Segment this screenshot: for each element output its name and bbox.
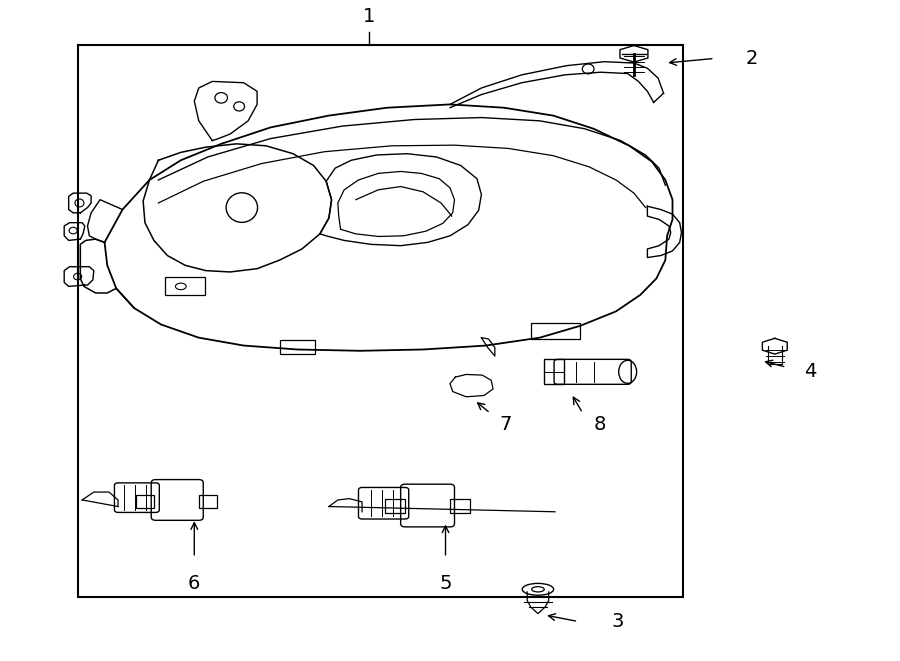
Bar (531, 323, 580, 339)
Text: 3: 3 (611, 612, 624, 631)
Bar (165, 276, 205, 295)
Bar (199, 495, 217, 508)
Bar (136, 495, 154, 508)
Text: 1: 1 (363, 7, 375, 26)
Bar (77, 46, 683, 597)
Bar (544, 359, 564, 383)
Bar (280, 340, 315, 354)
Text: 2: 2 (746, 49, 759, 68)
Text: 6: 6 (188, 574, 201, 593)
Text: 8: 8 (594, 415, 606, 434)
Bar (450, 498, 470, 513)
Text: 5: 5 (439, 574, 452, 593)
Text: 7: 7 (500, 415, 512, 434)
Text: 4: 4 (805, 362, 817, 381)
Bar (385, 498, 405, 513)
